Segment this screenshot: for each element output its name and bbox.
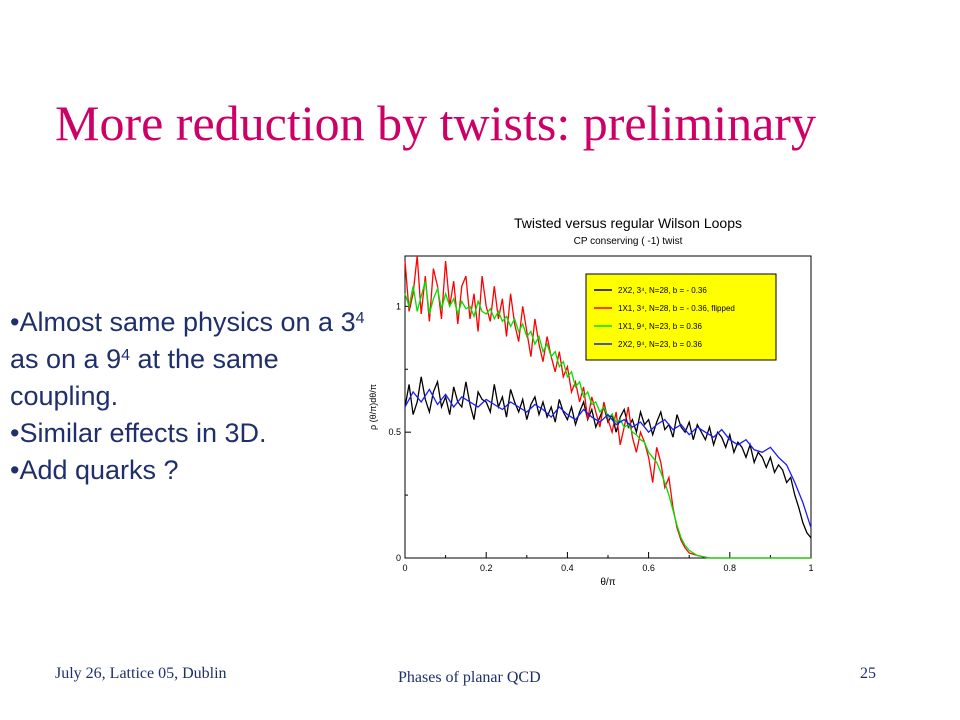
x-tick-label: 0 bbox=[402, 563, 407, 573]
legend-box bbox=[585, 273, 777, 361]
series-line-4 bbox=[404, 388, 812, 528]
footer-center: Phases of planar QCD bbox=[398, 669, 541, 686]
x-tick-label: 0.4 bbox=[561, 563, 574, 573]
legend-entry: 2X2, 3⁴, N=28, b = - 0.36 bbox=[618, 286, 707, 295]
y-tick-label: 1 bbox=[396, 301, 401, 311]
legend-entry: 1X1, 9⁴, N=23, b = 0.36 bbox=[618, 322, 702, 331]
superscript: 4 bbox=[121, 347, 130, 364]
bullet-item-physics: •Almost same physics on a 34 as on a 94 … bbox=[10, 304, 365, 415]
bullet-list: •Almost same physics on a 34 as on a 94 … bbox=[10, 304, 365, 489]
legend-entry: 2X2, 9⁴, N=23, b = 0.36 bbox=[618, 340, 702, 349]
wilson-loops-chart: Twisted versus regular Wilson Loops CP co… bbox=[368, 215, 814, 588]
bullet-text: as on a 9 bbox=[10, 344, 122, 374]
y-tick-label: 0.5 bbox=[388, 427, 401, 437]
x-tick-label: 0.6 bbox=[642, 563, 655, 573]
footer-left: July 26, Lattice 05, Dublin bbox=[55, 665, 227, 682]
bullet-item-quarks: •Add quarks ? bbox=[10, 455, 179, 485]
bullet-text: at the same coupling. bbox=[10, 344, 279, 411]
chart-subtitle: CP conserving ( -1) twist bbox=[574, 236, 683, 247]
bullet-text: •Almost same physics on a 3 bbox=[10, 307, 356, 337]
series-line-1 bbox=[404, 376, 812, 539]
series-line-3 bbox=[404, 281, 811, 559]
x-axis-label: θ/π bbox=[600, 577, 615, 588]
chart-title: Twisted versus regular Wilson Loops bbox=[514, 215, 742, 231]
y-tick-label: 0 bbox=[396, 553, 401, 563]
legend-entry: 1X1, 3⁴, N=28, b = - 0.36, flipped bbox=[618, 304, 735, 313]
y-axis-label: ρ (θ/π)dθ/π bbox=[368, 384, 378, 430]
bullet-item-3d: •Similar effects in 3D. bbox=[10, 418, 267, 448]
x-tick-label: 0.8 bbox=[724, 563, 737, 573]
x-tick-label: 1 bbox=[808, 563, 813, 573]
superscript: 4 bbox=[355, 310, 365, 327]
slide-title: More reduction by twists: preliminary bbox=[55, 95, 816, 151]
x-tick-label: 0.2 bbox=[480, 563, 493, 573]
footer-page-number: 25 bbox=[860, 665, 876, 682]
